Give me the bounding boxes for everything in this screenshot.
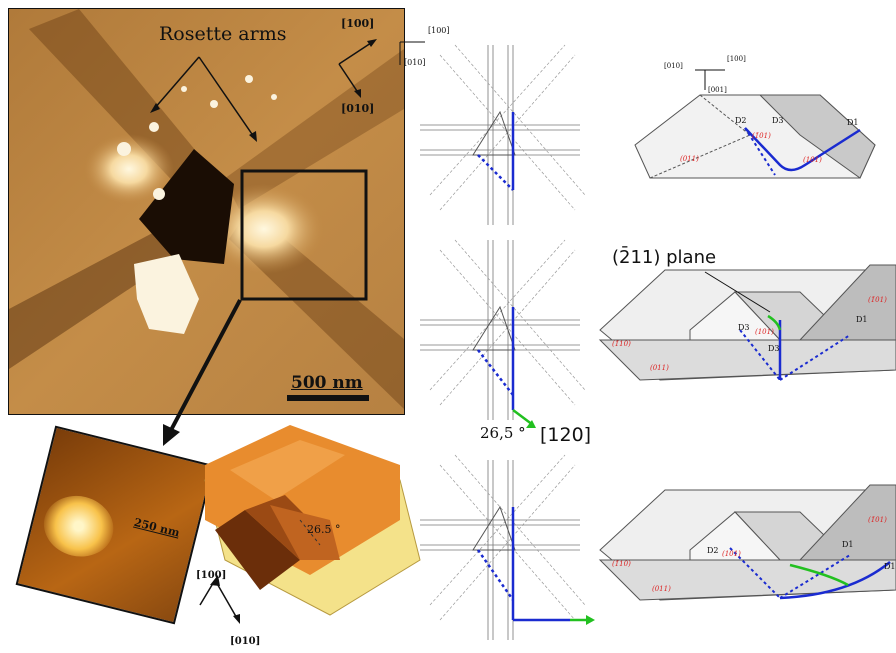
lattice-direction-120-label: [120] [540,424,592,446]
bot-d2-label: D2 [707,546,719,555]
pyr-axis-001-label: [001] [708,86,727,94]
lattice-angle-label: 26,5 ° [480,424,526,442]
pyr-axis-010-label: [010] [664,62,683,70]
lattice-axis-010-label: [010] [404,58,426,67]
bot-face-2: (011) [652,585,671,593]
zoom-box [240,169,368,301]
mid-face-4: (1̄10) [612,340,631,348]
bot-face-1: (1̄01) [868,516,887,524]
bot-d1-label: D1 [842,540,854,549]
pyr-axis-100-label: [100] [727,55,746,63]
main-axis-100-label: [100] [341,17,375,30]
main-scale-label: 500 nm [291,373,363,393]
bot-face-3: (101) [722,550,741,558]
model-axis-010-label: [010] [230,636,261,647]
top-face-2: (011) [680,155,699,163]
bot-d-label: D1 [884,562,896,571]
main-axis-010-label: [010] [341,102,375,115]
model-angle-label: 26.5 ° [307,523,341,536]
scale-bar [287,395,369,401]
rosette-arms-label: Rosette arms [159,23,287,45]
mid-face-2: (011) [650,364,669,372]
mid-d3-label-a: D3 [738,323,750,332]
top-d1-label: D1 [847,118,859,127]
lattice-axis-100-label: [100] [428,26,450,35]
top-face-1: (1̄01) [752,132,771,140]
bot-face-4: (1̄10) [612,560,631,568]
top-d2-label: D2 [735,116,747,125]
top-d3-label: D3 [772,116,784,125]
mid-face-1: (1̄01) [868,296,887,304]
mid-face-3: (101) [755,328,774,336]
top-face-3: (101) [803,156,822,164]
mid-d1-label: D1 [856,315,868,324]
model-axis-100-label: [100] [196,570,227,581]
plane-label: (2̄11) plane [612,247,717,268]
mid-d3-label-b: D3 [768,344,780,353]
